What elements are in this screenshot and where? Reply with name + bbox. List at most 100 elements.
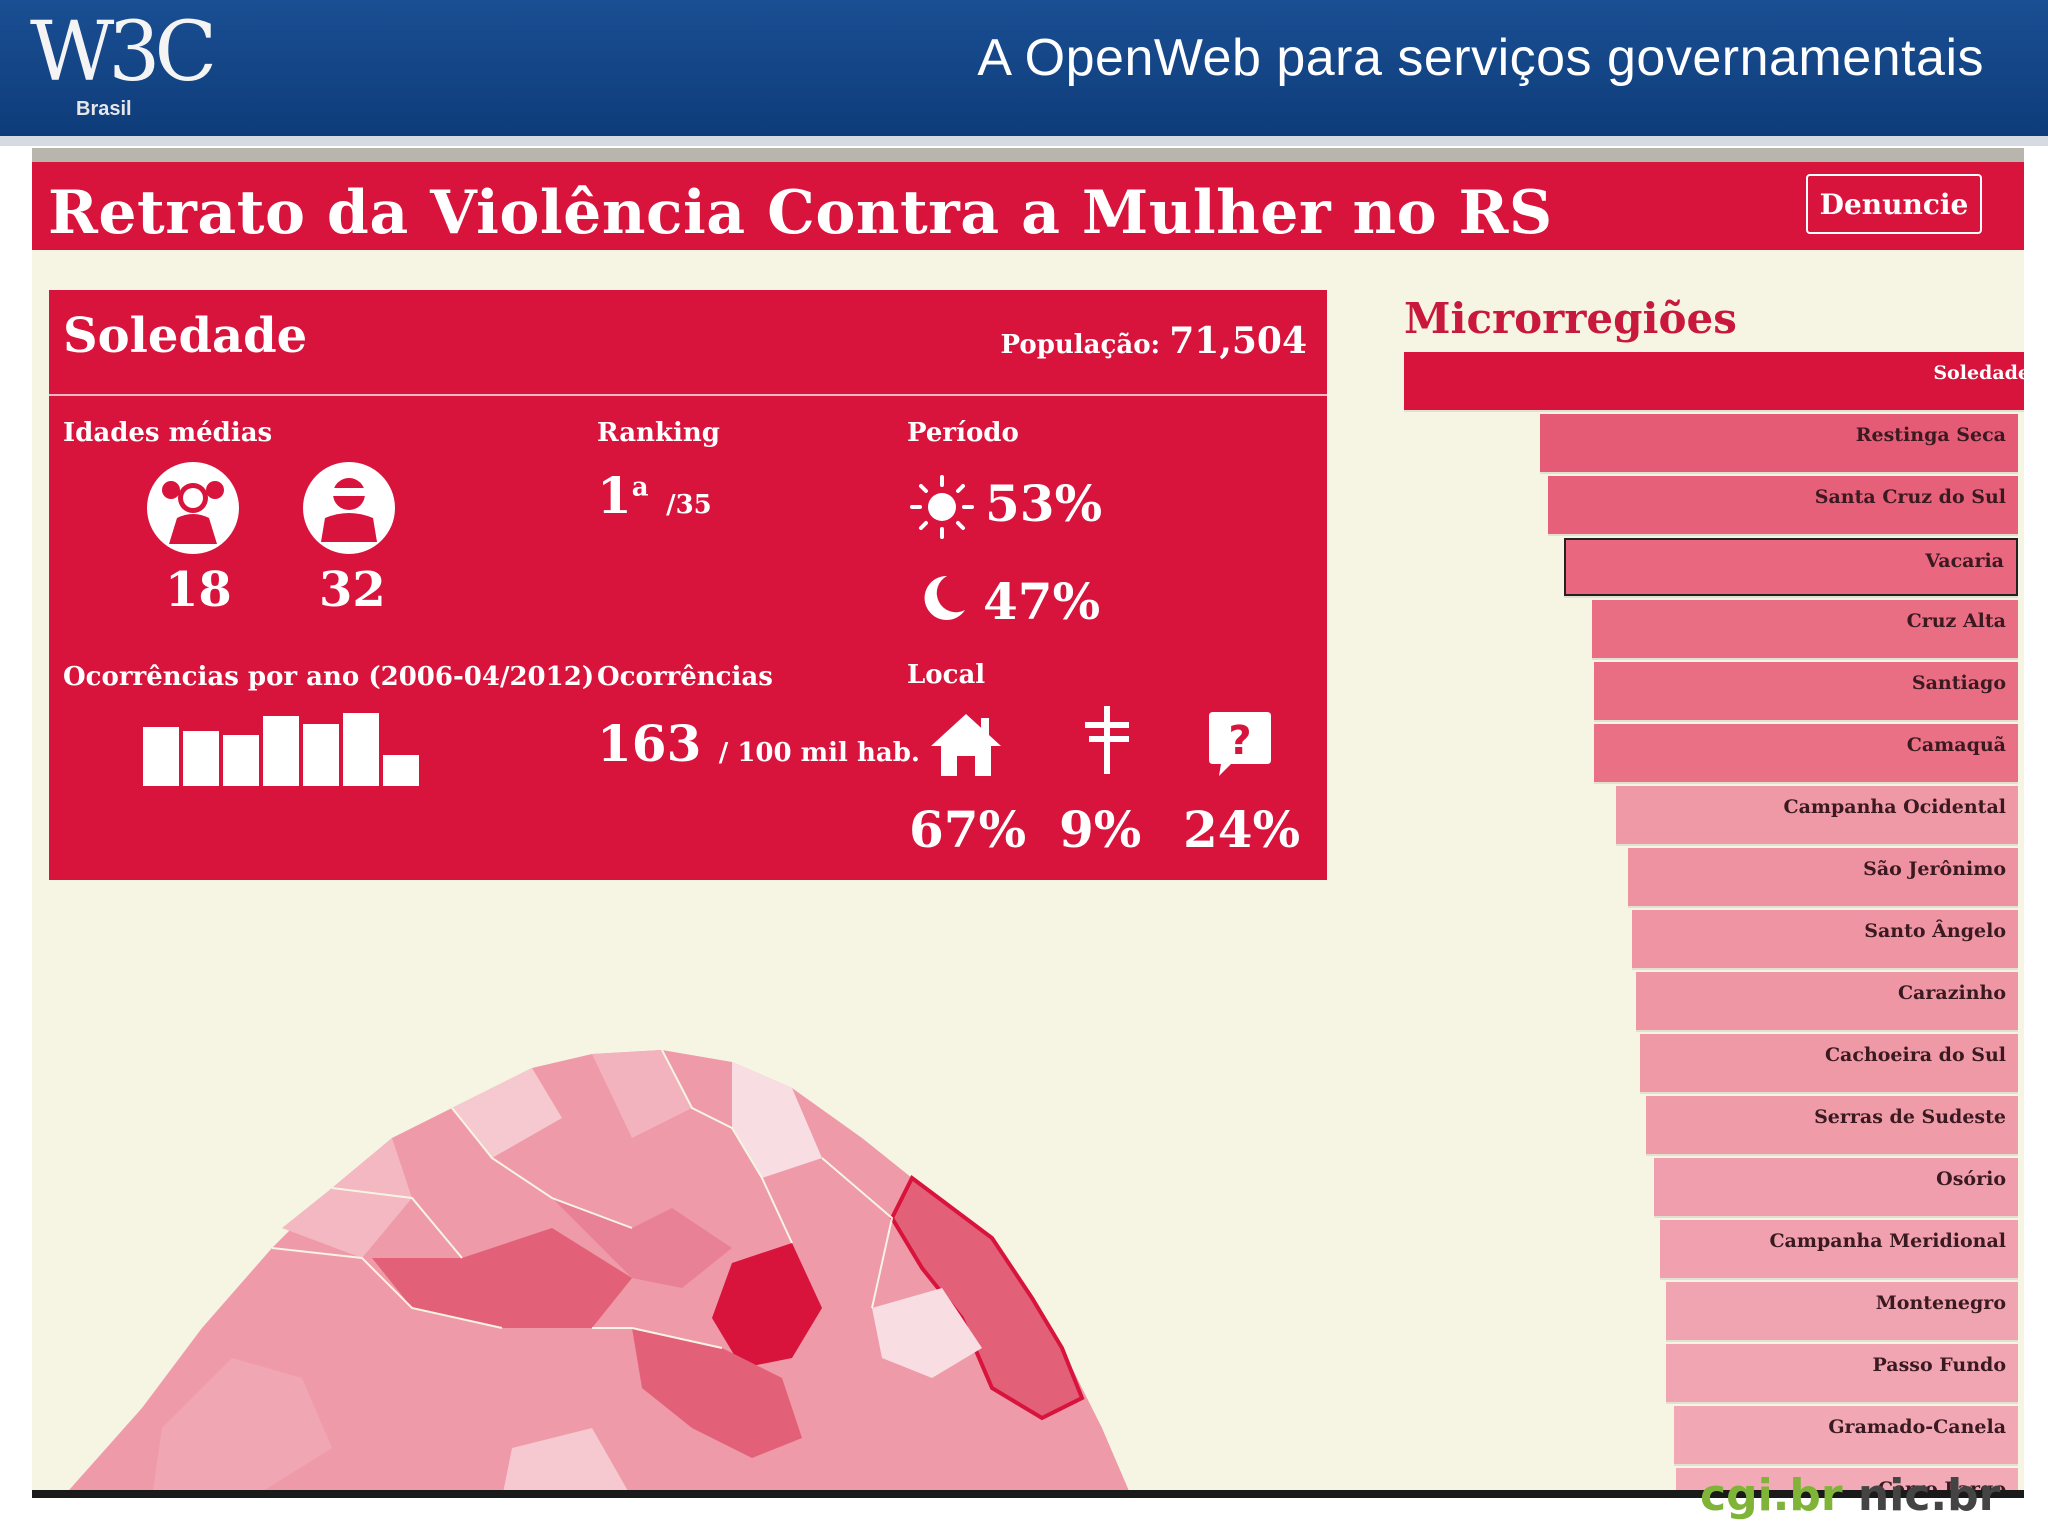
microregion-item[interactable]: Camaquã xyxy=(1594,724,2018,782)
footer-logos: cgi.br nic.br xyxy=(1700,1470,2000,1521)
microregion-item[interactable]: Carazinho xyxy=(1636,972,2018,1030)
microregion-label: Cachoeira do Sul xyxy=(1824,1044,2006,1066)
microregion-label: Vacaria xyxy=(1925,550,2004,572)
victim-age: 18 xyxy=(165,562,232,618)
occurrences: 163 / 100 mil hab. xyxy=(597,714,920,773)
per-year-bar xyxy=(223,735,259,786)
microregion-label: Montenegro xyxy=(1875,1292,2006,1314)
map-region[interactable] xyxy=(502,1428,632,1490)
microregion-item[interactable]: Cerro Largo xyxy=(1676,1468,2018,1490)
microregion-label: Osório xyxy=(1936,1168,2006,1190)
denuncie-button[interactable]: Denuncie xyxy=(1806,174,1982,234)
microregion-item[interactable]: Restinga Seca xyxy=(1540,414,2018,472)
microregion-label: Restinga Seca xyxy=(1855,424,2006,446)
population-label: População: xyxy=(1000,330,1161,360)
nic-logo: nic.br xyxy=(1857,1470,2001,1521)
sun-icon xyxy=(910,475,974,539)
microregion-item[interactable]: São Jerônimo xyxy=(1628,848,2018,906)
woman-icon xyxy=(147,462,239,554)
map-region[interactable] xyxy=(152,1358,332,1490)
map-region[interactable] xyxy=(282,1138,412,1258)
local-label: Local xyxy=(907,660,986,690)
microregion-item[interactable]: Passo Fundo xyxy=(1666,1344,2018,1402)
microregion-label: Soledade xyxy=(1933,362,2024,384)
per-year-bar xyxy=(343,713,379,786)
microregion-item[interactable]: Cruz Alta xyxy=(1592,600,2018,658)
microregion-label: Santo Ângelo xyxy=(1864,920,2006,942)
map-region[interactable] xyxy=(872,1288,982,1378)
map-region-vacaria[interactable] xyxy=(889,1174,1085,1421)
map-region[interactable] xyxy=(552,1198,732,1288)
day-percentage: 53% xyxy=(985,474,1103,533)
map-region[interactable] xyxy=(632,1328,802,1458)
region-info-panel: Soledade População: 71,504 Idades médias… xyxy=(49,290,1327,880)
w3c-logo-mark: W3C xyxy=(30,5,217,100)
street-percentage: 9% xyxy=(1059,800,1142,859)
ranking-total: /35 xyxy=(666,490,712,520)
per-year-bar xyxy=(303,724,339,786)
map-region-soledade[interactable] xyxy=(712,1243,822,1368)
per-year-bar xyxy=(383,755,419,786)
rs-map[interactable] xyxy=(32,1028,1232,1490)
microregion-item[interactable]: Santa Cruz do Sul xyxy=(1548,476,2018,534)
microregion-label: Santiago xyxy=(1911,672,2006,694)
city-name: Soledade xyxy=(63,308,308,364)
microregion-label: Santa Cruz do Sul xyxy=(1814,486,2006,508)
aggressor-age: 32 xyxy=(319,562,386,618)
microregion-label: Serras de Sudeste xyxy=(1814,1106,2006,1128)
app-title: Retrato da Violência Contra a Mulher no … xyxy=(48,178,1553,248)
per-year-label: Ocorrências por ano (2006-04/2012) xyxy=(63,662,595,692)
microregion-item[interactable]: Santiago xyxy=(1594,662,2018,720)
app-topbar xyxy=(32,148,2024,162)
period-label: Período xyxy=(907,418,1019,448)
microregion-label: Camaquã xyxy=(1906,734,2006,756)
night-percentage: 47% xyxy=(983,572,1101,631)
bottom-divider xyxy=(32,1490,2024,1498)
map-region[interactable] xyxy=(452,1068,562,1158)
population-value: 71,504 xyxy=(1169,320,1307,362)
microregion-label: Passo Fundo xyxy=(1872,1354,2006,1376)
ranking-value: 1 xyxy=(597,466,632,525)
w3c-logo: W3C Brasil xyxy=(30,5,217,128)
per-year-bar-chart xyxy=(143,708,427,786)
map-region[interactable] xyxy=(732,1062,822,1178)
masked-man-icon xyxy=(303,462,395,554)
microregion-item[interactable]: Serras de Sudeste xyxy=(1646,1096,2018,1154)
population: População: 71,504 xyxy=(1001,320,1307,362)
map-borders xyxy=(271,1049,894,1349)
microregion-item[interactable]: Campanha Ocidental xyxy=(1616,786,2018,844)
ages-label: Idades médias xyxy=(63,418,273,448)
map-region[interactable] xyxy=(372,1228,632,1328)
microregion-item[interactable]: Gramado-Canela xyxy=(1674,1406,2018,1464)
w3c-logo-subtitle: Brasil xyxy=(76,98,132,120)
map-region[interactable] xyxy=(592,1050,692,1138)
per-year-bar xyxy=(183,731,219,786)
microregions-title: Microrregiões xyxy=(1404,294,1737,343)
microregion-item[interactable]: Vacaria xyxy=(1564,538,2018,596)
header-divider xyxy=(0,136,2048,146)
per-year-bar xyxy=(143,727,179,786)
house-icon xyxy=(931,714,1001,776)
app-window: Retrato da Violência Contra a Mulher no … xyxy=(32,148,2024,1490)
slide-header: W3C Brasil A OpenWeb para serviços gover… xyxy=(0,0,2048,136)
app-banner: Retrato da Violência Contra a Mulher no … xyxy=(32,162,2024,250)
microregion-item[interactable]: Santo Ângelo xyxy=(1632,910,2018,968)
microregion-item[interactable]: Osório xyxy=(1654,1158,2018,1216)
question-icon: ? xyxy=(1209,712,1271,776)
microregion-item[interactable]: Soledade xyxy=(1404,352,2024,410)
microregion-item[interactable]: Cachoeira do Sul xyxy=(1640,1034,2018,1092)
microregion-item[interactable]: Montenegro xyxy=(1666,1282,2018,1340)
occurrences-value: 163 xyxy=(597,714,702,773)
panel-header: Soledade População: 71,504 xyxy=(49,290,1327,396)
signpost-icon xyxy=(1085,706,1129,774)
ranking-ordinal: a xyxy=(631,472,649,503)
per-year-bar xyxy=(263,716,299,786)
microregion-item[interactable]: Campanha Meridional xyxy=(1660,1220,2018,1278)
microregion-label: Campanha Ocidental xyxy=(1783,796,2006,818)
microregion-label: Gramado-Canela xyxy=(1828,1416,2006,1438)
svg-text:?: ? xyxy=(1228,718,1251,764)
moon-icon xyxy=(924,575,965,620)
unknown-percentage: 24% xyxy=(1183,800,1301,859)
microregion-label: São Jerônimo xyxy=(1863,858,2006,880)
ranking: 1a /35 xyxy=(597,466,712,525)
